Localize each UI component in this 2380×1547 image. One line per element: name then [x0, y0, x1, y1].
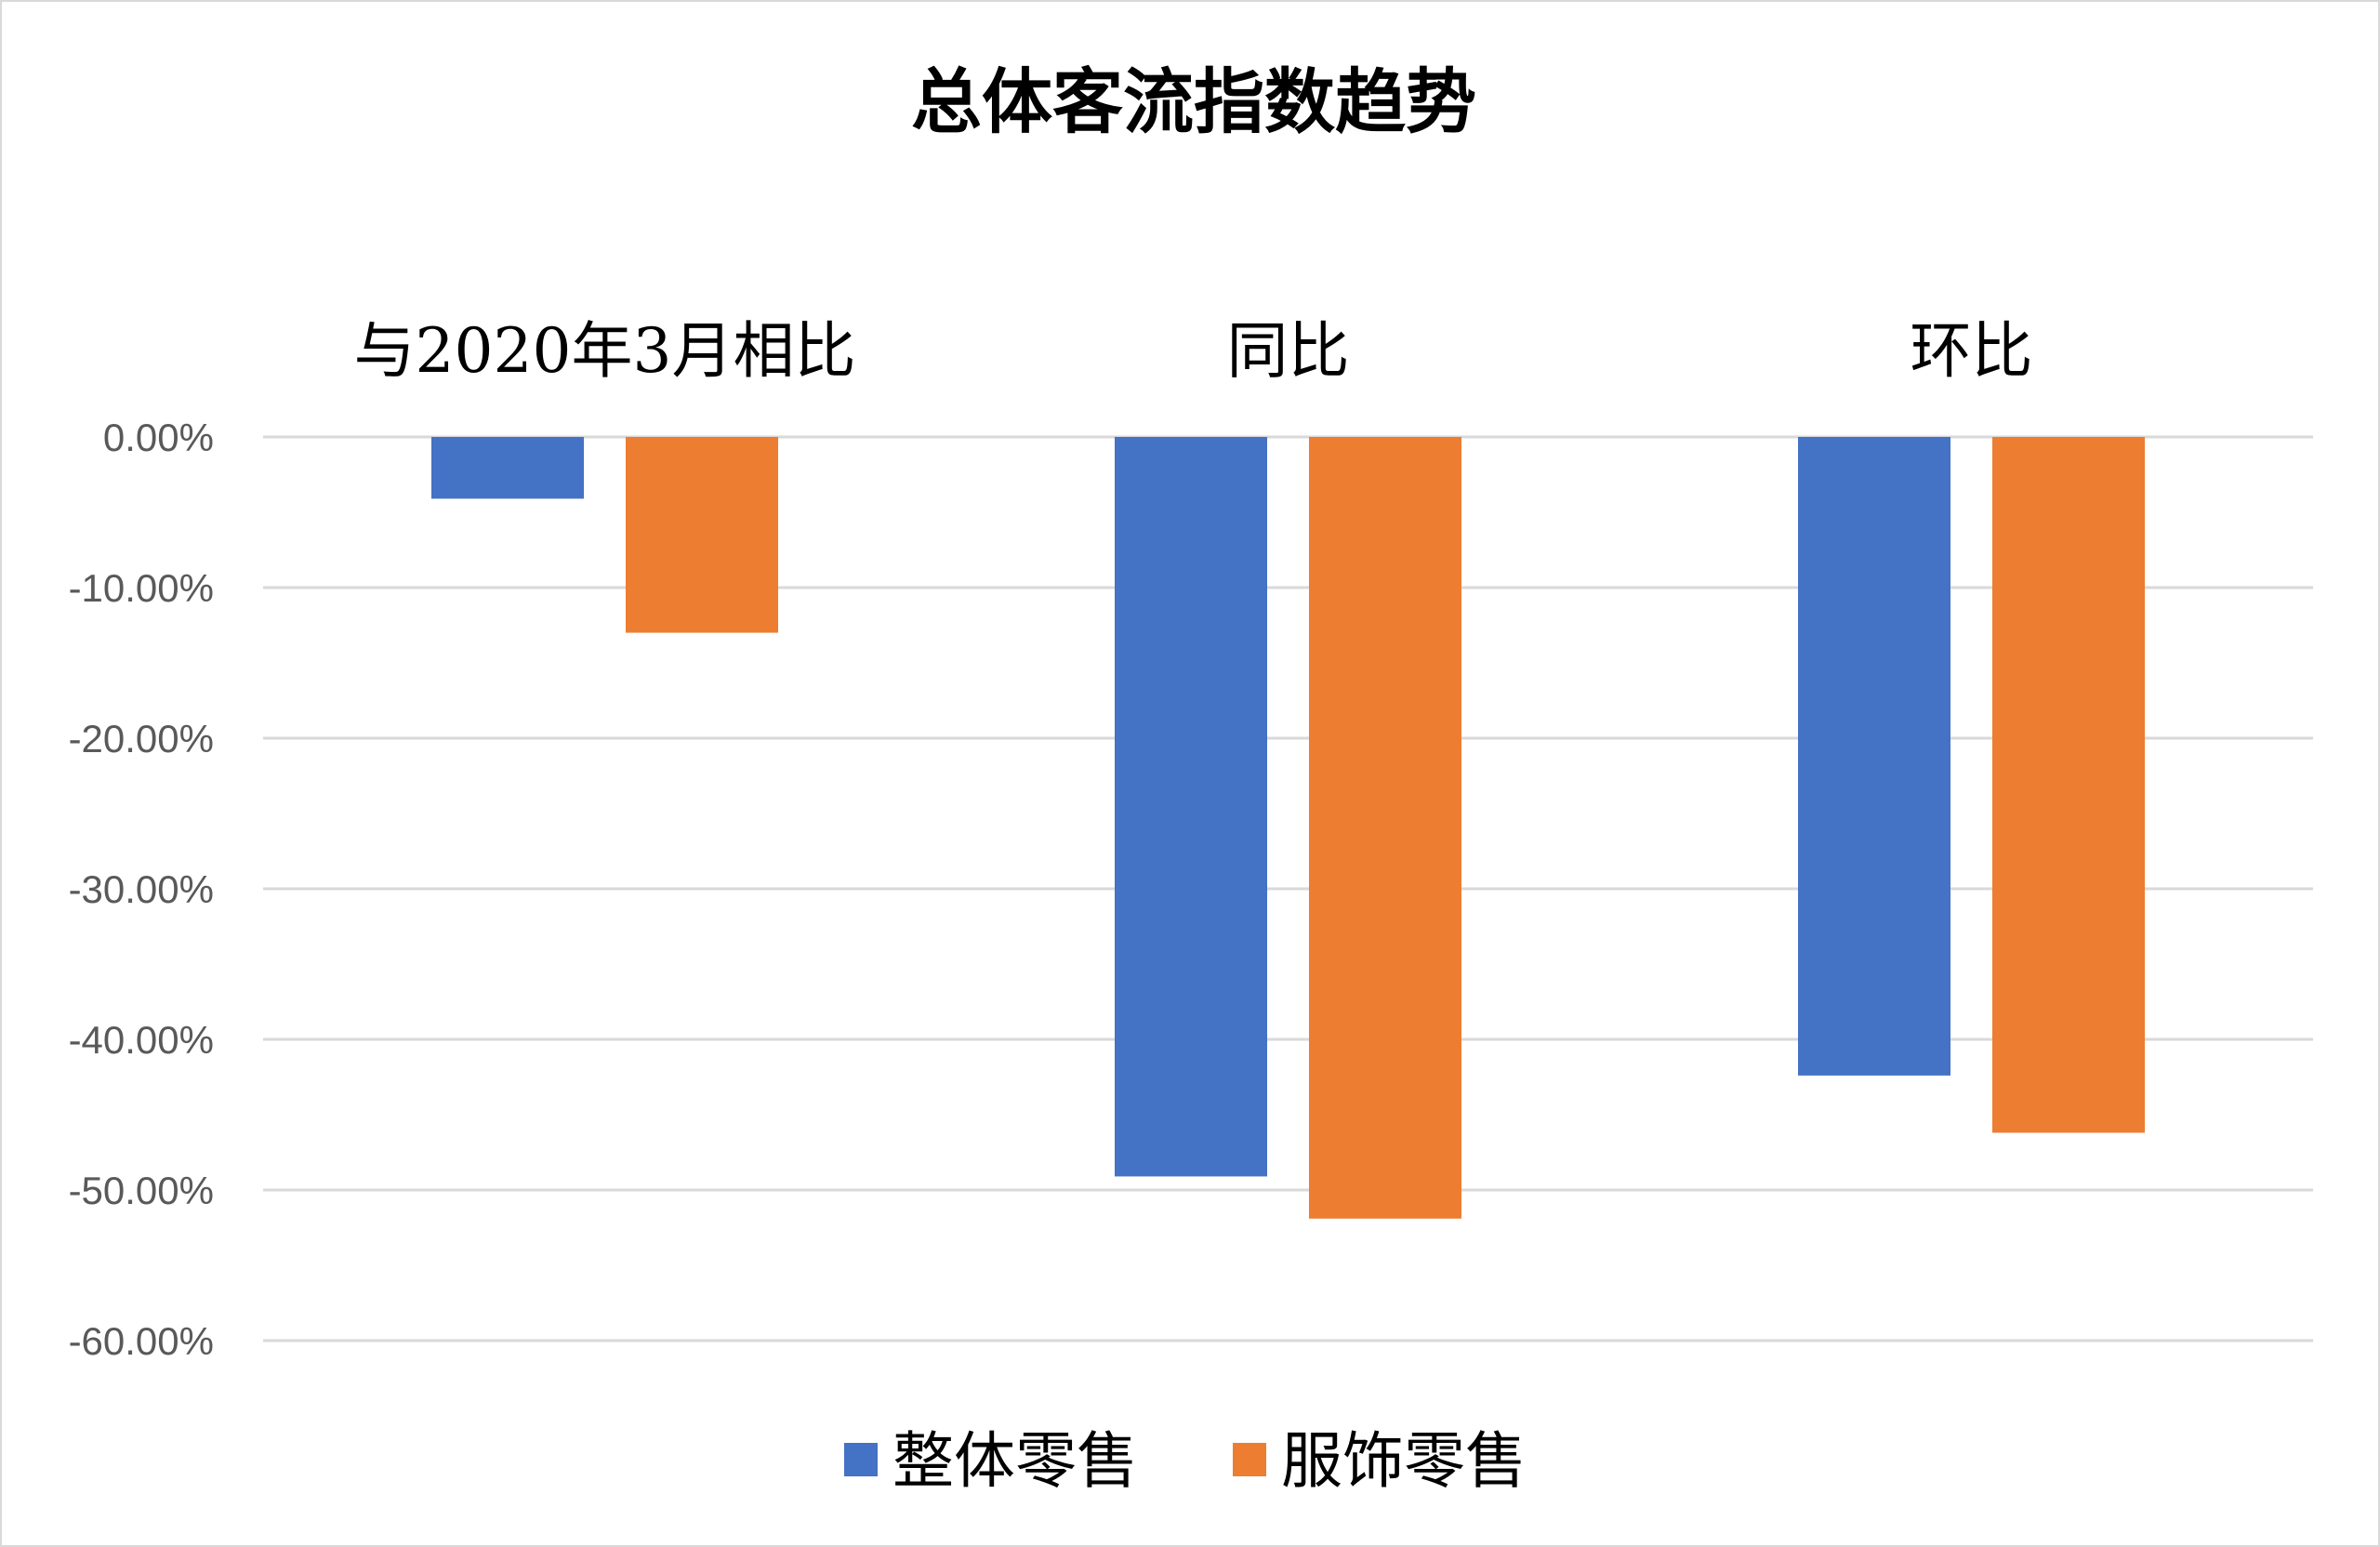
legend-swatch — [1233, 1443, 1266, 1476]
legend: 整体零售 服饰零售 — [844, 1425, 1527, 1497]
bar-apparel-retail — [1309, 437, 1461, 1219]
category-label: 与2020年3月相比 — [354, 315, 856, 387]
bar-overall-retail — [431, 437, 584, 499]
y-tick-label: -40.00% — [69, 1018, 214, 1062]
y-tick-label: -50.00% — [69, 1169, 214, 1212]
legend-label: 整体零售 — [892, 1425, 1138, 1497]
bar-overall-retail — [1115, 437, 1267, 1177]
y-tick-label: 0.00% — [103, 416, 214, 459]
bar-overall-retail — [1798, 437, 1950, 1076]
chart-title: 总体客流指数趋势 — [911, 60, 1476, 143]
category-label: 同比 — [1227, 315, 1350, 387]
y-tick-label: -10.00% — [69, 566, 214, 610]
legend-swatch — [844, 1443, 878, 1476]
y-tick-label: -60.00% — [69, 1319, 214, 1363]
y-axis-tick-labels: 0.00% -10.00% -20.00% -30.00% -40.00% -50.00%… — [69, 416, 214, 1363]
gridlines — [263, 435, 2313, 1342]
y-tick-label: -20.00% — [69, 717, 214, 760]
bar-apparel-retail — [1992, 437, 2145, 1133]
y-tick-label: -30.00% — [69, 867, 214, 911]
bars — [431, 437, 2145, 1219]
legend-label: 服饰零售 — [1281, 1425, 1527, 1497]
bar-apparel-retail — [626, 437, 778, 633]
category-label: 环比 — [1911, 315, 2033, 387]
category-labels: 与2020年3月相比 同比 环比 — [354, 315, 2033, 387]
